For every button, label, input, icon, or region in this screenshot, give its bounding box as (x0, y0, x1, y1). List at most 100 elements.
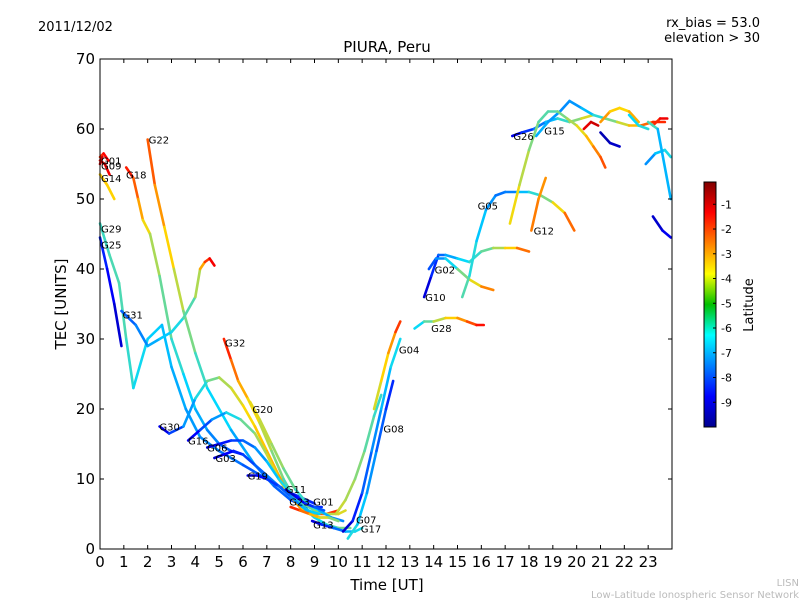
series-segment (217, 442, 233, 453)
series-segment (313, 516, 328, 526)
date-label: 2011/12/02 (38, 20, 113, 35)
series-segment (289, 495, 304, 509)
series-segment (272, 484, 292, 502)
series-segment (656, 127, 673, 201)
series-segment (222, 449, 235, 456)
x-tick-label: 10 (329, 553, 348, 571)
satellite-label-g16: G16 (188, 437, 208, 448)
series-segment (592, 145, 602, 159)
footer-lisn: LISN (777, 578, 799, 589)
series-segment (484, 194, 497, 211)
series-segment (229, 358, 240, 383)
series-segment (530, 197, 540, 232)
series-segment (313, 505, 326, 512)
series-segment (289, 505, 302, 512)
series-segment (575, 124, 588, 138)
series-segment (661, 229, 673, 239)
x-tick-label: 9 (310, 553, 320, 571)
series-segment (539, 194, 555, 204)
series-segment (213, 453, 226, 460)
series-segment (105, 183, 116, 201)
series-g07 (341, 337, 402, 533)
series-g04 (372, 320, 402, 411)
satellite-label-g22: G22 (149, 136, 169, 147)
series-segment (282, 467, 297, 491)
series-segment (456, 257, 471, 264)
elevation-note: elevation > 30 (664, 31, 760, 46)
series-segment (258, 421, 273, 453)
series-segment (298, 509, 312, 516)
series-segment (518, 148, 531, 187)
series-segment (389, 337, 402, 369)
series-segment (148, 232, 161, 278)
series-segment (387, 330, 397, 355)
y-tick-label: 70 (76, 50, 95, 68)
series-segment (379, 351, 390, 383)
series-segment (565, 117, 578, 127)
series-segment (637, 124, 650, 131)
series-segment (444, 253, 459, 260)
series-segment (511, 131, 524, 138)
colorbar-tick-label: -6 (721, 322, 732, 335)
x-tick-label: 7 (262, 553, 272, 571)
series-segment (253, 432, 269, 456)
series-segment (270, 449, 285, 481)
x-tick-label: 4 (191, 553, 201, 571)
satellite-label-g19: G19 (248, 472, 268, 483)
series-segment (341, 519, 354, 533)
x-tick-label: 3 (167, 553, 177, 571)
series-segment (182, 397, 197, 428)
x-tick-label: 17 (496, 553, 515, 571)
series-segment (141, 218, 152, 236)
series-segment (120, 309, 138, 327)
satellite-label-g31: G31 (122, 311, 142, 322)
series-segment (241, 404, 257, 428)
satellite-label-g07: G07 (356, 516, 376, 527)
series-segment (222, 337, 233, 362)
series-segment (146, 337, 161, 348)
y-tick-label: 10 (76, 470, 95, 488)
y-tick-label: 60 (76, 120, 95, 138)
plot-frame (99, 58, 673, 550)
series-segment (372, 379, 383, 411)
series-segment (132, 176, 140, 201)
series-segment (480, 285, 495, 292)
series-segment (551, 201, 567, 215)
series-segment (113, 302, 123, 348)
series-segment (241, 439, 257, 449)
x-tick-label: 2 (143, 553, 153, 571)
colorbar-tick-label: -4 (721, 273, 732, 286)
x-tick-label: 19 (543, 553, 562, 571)
colorbar-tick-label: -3 (721, 248, 732, 261)
series-segment (337, 509, 347, 516)
satellite-label-g05: G05 (478, 201, 498, 212)
series-segment (134, 323, 149, 348)
series-segment (651, 215, 664, 232)
series-segment (460, 274, 471, 299)
series-segment (239, 418, 257, 435)
series-segment (618, 106, 631, 113)
satellite-label-g30: G30 (159, 423, 179, 434)
series-segment (208, 257, 216, 267)
series-segment (515, 246, 531, 253)
x-tick-label: 8 (286, 553, 296, 571)
series-segment (98, 173, 109, 187)
series-segment (265, 449, 281, 477)
series-g17 (346, 379, 395, 540)
series-segment (198, 435, 221, 453)
satellite-label-g02: G02 (435, 266, 455, 277)
series-segment (615, 120, 631, 127)
satellite-label-g11: G11 (286, 485, 306, 496)
series-segment (556, 117, 571, 124)
series-segment (646, 120, 660, 131)
x-tick-label: 14 (424, 553, 443, 571)
series-track-32 (599, 106, 640, 124)
satellite-label-g01: G01 (101, 157, 121, 168)
series-segment (320, 523, 335, 530)
x-tick-label: 21 (591, 553, 610, 571)
series-segment (432, 316, 447, 323)
series-track-36 (651, 215, 673, 239)
satellite-label-g28: G28 (431, 324, 451, 335)
series-segment (182, 309, 197, 355)
series-segment (217, 439, 233, 446)
